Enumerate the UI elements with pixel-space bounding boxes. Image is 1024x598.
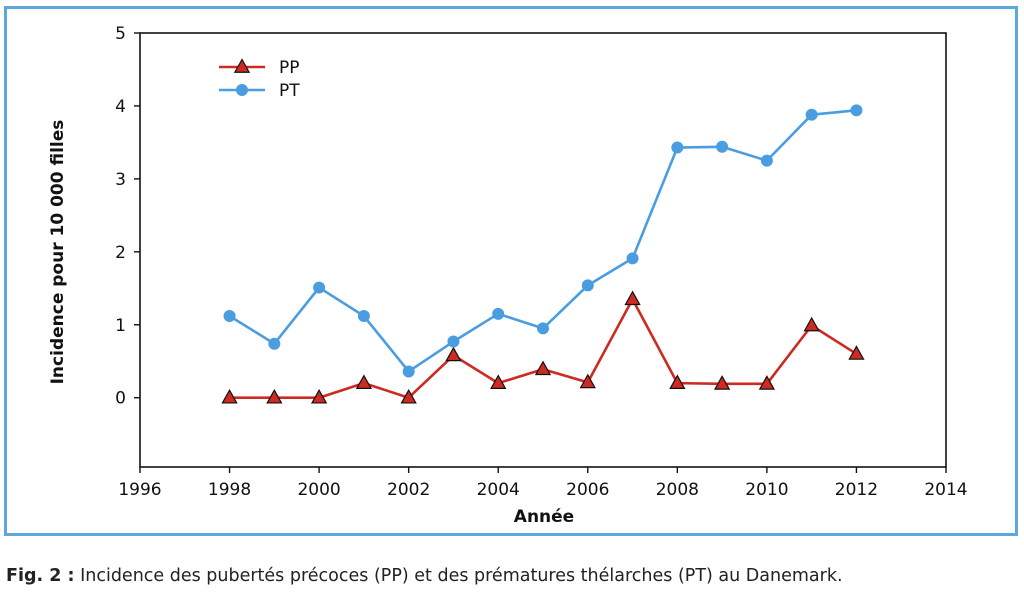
data-point-pp bbox=[624, 290, 641, 306]
x-axis-label: Année bbox=[514, 507, 574, 527]
data-point-pt bbox=[671, 141, 684, 154]
data-point-pt bbox=[805, 108, 818, 121]
data-point-pt bbox=[402, 365, 415, 378]
data-point-pp bbox=[758, 375, 776, 390]
data-point-pt bbox=[268, 337, 281, 350]
legend-item-pt: PT bbox=[219, 81, 300, 101]
data-point-pt bbox=[537, 322, 549, 335]
data-point-pp bbox=[310, 388, 328, 404]
y-axis-label: Incidence pour 10 000 filles bbox=[48, 120, 68, 385]
y-tick-label: 4 bbox=[115, 97, 126, 117]
y-tick-label: 0 bbox=[115, 389, 126, 409]
data-point-pp bbox=[400, 388, 417, 404]
data-point-pp bbox=[355, 374, 373, 389]
data-point-pp bbox=[803, 316, 820, 332]
x-tick-label: 2014 bbox=[924, 480, 967, 500]
x-tick-label: 2002 bbox=[387, 480, 430, 500]
data-point-pp bbox=[848, 345, 865, 360]
legend: PP PT bbox=[219, 58, 300, 101]
x-tick-label: 2012 bbox=[835, 480, 878, 500]
data-point-pp bbox=[221, 388, 238, 404]
x-tick-label: 1996 bbox=[118, 480, 161, 500]
y-tick-label: 1 bbox=[115, 316, 126, 336]
y-tick-label: 5 bbox=[115, 24, 126, 44]
x-tick-label: 2000 bbox=[297, 480, 340, 500]
legend-label: PP bbox=[279, 58, 300, 78]
data-point-pp bbox=[534, 360, 552, 376]
y-tick-label: 3 bbox=[115, 170, 126, 190]
series-pp bbox=[221, 290, 865, 404]
data-point-pt bbox=[447, 335, 460, 348]
legend-label: PT bbox=[279, 81, 300, 101]
series-layer bbox=[221, 104, 865, 404]
x-tick-label: 2004 bbox=[477, 480, 520, 500]
x-tick-label: 2010 bbox=[745, 480, 788, 500]
legend-item-pp: PP bbox=[219, 58, 300, 78]
plot-area-border bbox=[139, 32, 947, 468]
data-point-pt bbox=[850, 104, 863, 117]
line-chart: 1996 1998 2000 2002 2004 2006 2008 2010 2012 2014… bbox=[48, 24, 968, 527]
legend-marker-circle bbox=[236, 84, 248, 96]
x-tick-label: 2006 bbox=[566, 480, 609, 500]
data-point-pp bbox=[445, 346, 462, 362]
data-point-pp bbox=[713, 375, 731, 390]
data-point-pt bbox=[357, 310, 370, 323]
x-tick-label: 2008 bbox=[656, 480, 699, 500]
data-point-pp bbox=[490, 374, 507, 389]
data-point-pp bbox=[669, 374, 686, 389]
chart-axes: 1996 1998 2000 2002 2004 2006 2008 2010 2012 2014… bbox=[115, 24, 967, 500]
data-point-pt bbox=[760, 154, 773, 167]
series-line-pp bbox=[229, 297, 858, 400]
legend-marker-triangle bbox=[233, 58, 251, 73]
series-pt bbox=[223, 104, 863, 378]
caption-label: Fig. 2 : bbox=[6, 566, 75, 586]
data-point-pt bbox=[716, 140, 729, 153]
chart-frame bbox=[4, 6, 1018, 536]
y-tick-label: 2 bbox=[115, 243, 126, 263]
data-point-pt bbox=[626, 252, 639, 265]
x-tick-label: 1998 bbox=[208, 480, 251, 500]
caption-text: Incidence des pubertés précoces (PP) et … bbox=[80, 566, 843, 586]
data-point-pp bbox=[266, 388, 283, 404]
data-point-pt bbox=[313, 281, 326, 294]
data-point-pt bbox=[492, 307, 505, 320]
figure-caption: Fig. 2 : Incidence des pubertés précoces… bbox=[6, 566, 843, 586]
data-point-pt bbox=[223, 310, 236, 323]
data-point-pp bbox=[579, 373, 596, 389]
data-point-pt bbox=[581, 279, 594, 292]
